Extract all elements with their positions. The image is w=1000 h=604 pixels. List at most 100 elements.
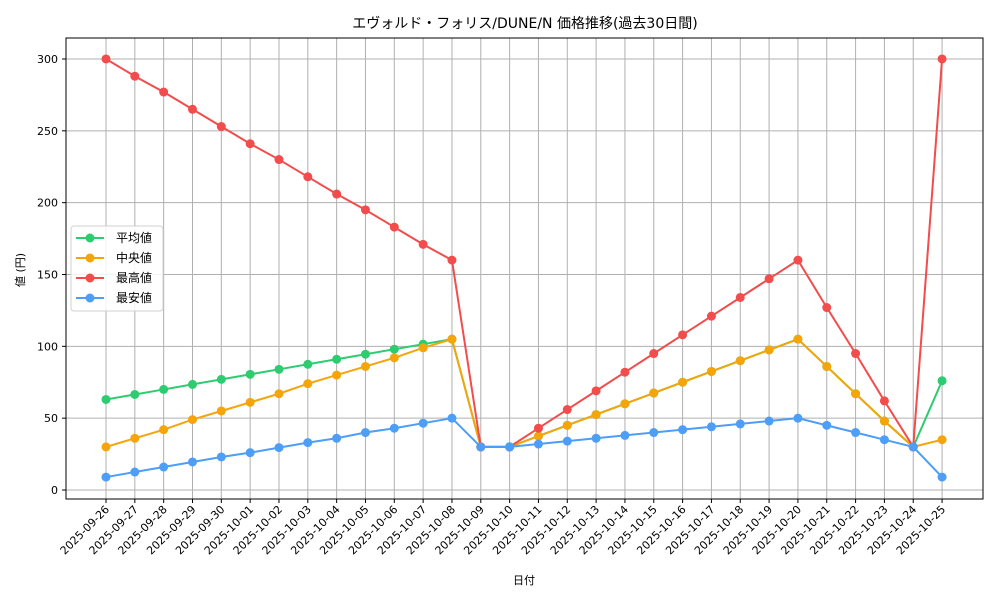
data-point	[937, 435, 947, 445]
data-point	[476, 442, 486, 452]
series-line	[101, 413, 947, 482]
data-point	[591, 410, 601, 420]
data-point	[706, 422, 716, 432]
legend-marker-icon	[85, 293, 95, 303]
legend-marker-icon	[85, 233, 95, 243]
y-tick-label: 100	[37, 340, 58, 353]
series-layer	[101, 54, 947, 482]
legend-label: 最高値	[116, 270, 152, 285]
data-point	[274, 443, 284, 453]
legend-label: 最安値	[116, 290, 152, 305]
data-point	[851, 389, 861, 399]
data-point	[620, 399, 630, 409]
data-point	[533, 431, 543, 441]
data-point	[101, 442, 111, 452]
data-point	[649, 428, 659, 438]
data-point	[418, 418, 428, 428]
data-point	[389, 423, 399, 433]
data-point	[187, 104, 197, 114]
data-point	[447, 255, 457, 265]
data-point	[562, 436, 572, 446]
data-point	[678, 425, 688, 435]
data-point	[418, 239, 428, 249]
data-point	[130, 467, 140, 477]
legend-marker-icon	[85, 253, 95, 263]
data-point	[533, 423, 543, 433]
data-point	[274, 389, 284, 399]
data-point	[937, 54, 947, 64]
data-point	[303, 359, 313, 369]
data-point	[389, 344, 399, 354]
data-point	[764, 274, 774, 284]
data-point	[533, 439, 543, 449]
data-point	[303, 438, 313, 448]
x-axis-label: 日付	[513, 574, 535, 587]
data-point	[360, 361, 370, 371]
data-point	[418, 343, 428, 353]
data-point	[591, 433, 601, 443]
data-point	[908, 442, 918, 452]
data-point	[101, 472, 111, 482]
data-point	[937, 376, 947, 386]
y-tick-label: 300	[37, 53, 58, 66]
data-point	[332, 354, 342, 364]
data-point	[620, 367, 630, 377]
data-point	[187, 379, 197, 389]
data-point	[159, 384, 169, 394]
data-point	[879, 396, 889, 406]
legend-item: 最安値	[76, 290, 152, 305]
data-point	[447, 334, 457, 344]
data-point	[159, 87, 169, 97]
data-point	[360, 205, 370, 215]
legend-item: 最高値	[76, 270, 152, 285]
legend-marker-icon	[85, 273, 95, 283]
data-point	[706, 311, 716, 321]
data-point	[245, 397, 255, 407]
data-point	[216, 374, 226, 384]
data-point	[706, 366, 716, 376]
data-point	[879, 416, 889, 426]
data-point	[187, 415, 197, 425]
data-point	[678, 377, 688, 387]
y-tick-label: 50	[44, 412, 58, 425]
series-line	[101, 54, 947, 452]
data-point	[332, 189, 342, 199]
data-point	[793, 413, 803, 423]
data-point	[274, 155, 284, 165]
x-axis-ticks: 2025-09-262025-09-272025-09-282025-09-29…	[58, 499, 948, 557]
data-point	[216, 406, 226, 416]
data-point	[245, 139, 255, 149]
y-axis-label: 値 (円)	[14, 253, 27, 287]
data-point	[245, 369, 255, 379]
data-point	[764, 416, 774, 426]
data-point	[274, 364, 284, 374]
data-point	[649, 349, 659, 359]
data-point	[389, 353, 399, 363]
data-point	[159, 425, 169, 435]
y-tick-label: 250	[37, 125, 58, 138]
data-point	[793, 255, 803, 265]
data-point	[822, 420, 832, 430]
data-point	[101, 394, 111, 404]
data-point	[159, 462, 169, 472]
data-point	[822, 303, 832, 313]
data-point	[879, 435, 889, 445]
data-point	[649, 388, 659, 398]
data-point	[216, 122, 226, 132]
chart-title: エヴォルド・フォリス/DUNE/N 価格推移(過去30日間)	[352, 15, 697, 32]
data-point	[678, 330, 688, 340]
legend-label: 中央値	[116, 250, 152, 265]
data-point	[216, 452, 226, 462]
legend-label: 平均値	[116, 230, 152, 245]
series-line	[101, 334, 947, 452]
data-point	[389, 222, 399, 232]
y-tick-label: 150	[37, 268, 58, 281]
data-point	[591, 386, 601, 396]
legend-item: 平均値	[76, 230, 152, 245]
data-point	[735, 419, 745, 429]
data-point	[130, 389, 140, 399]
series-line	[101, 334, 947, 452]
data-point	[245, 448, 255, 458]
